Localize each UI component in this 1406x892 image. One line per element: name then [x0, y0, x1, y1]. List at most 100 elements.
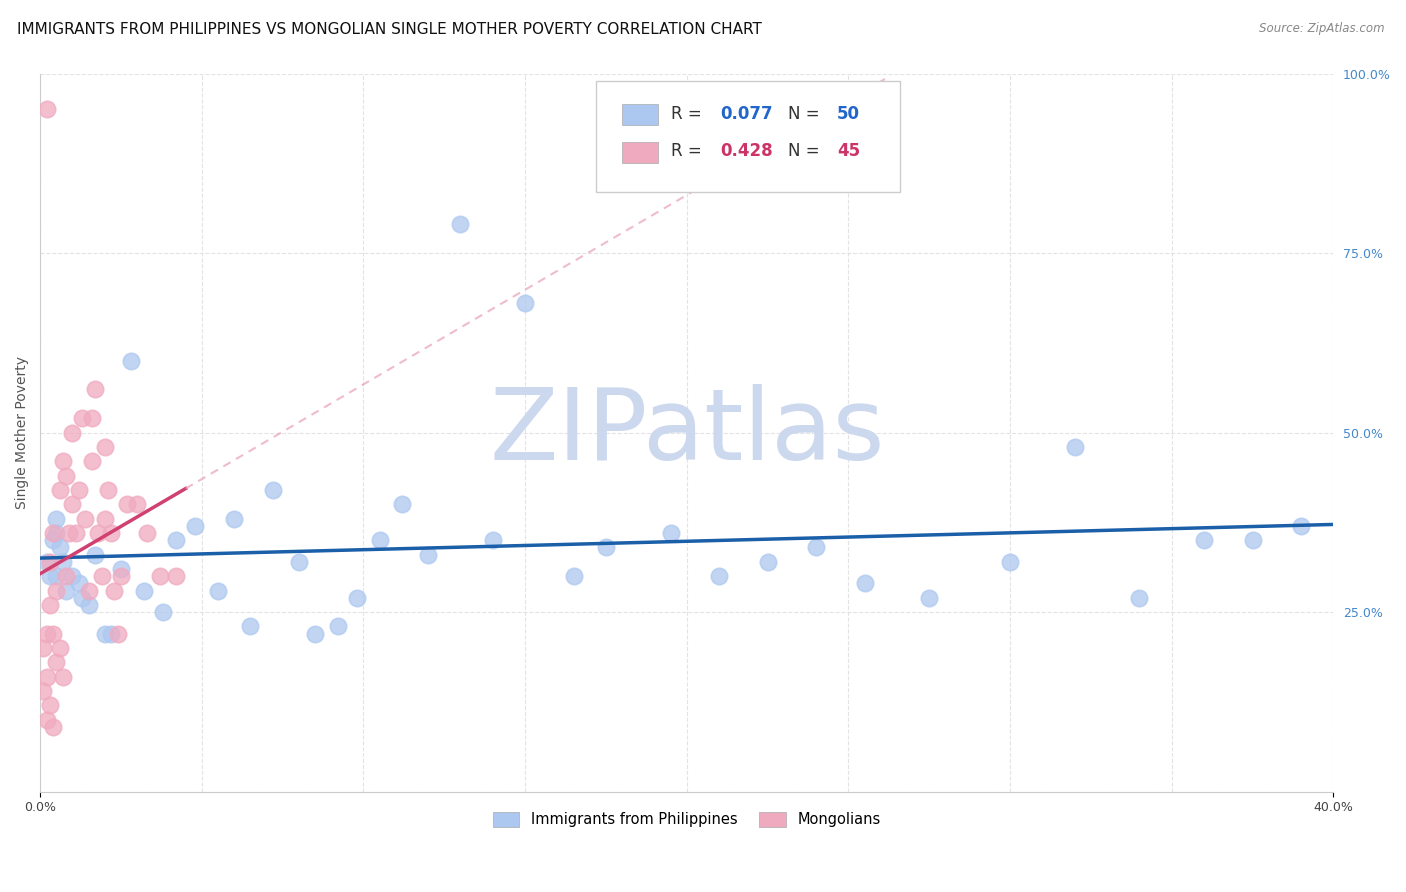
Point	[224, 512, 246, 526]
Point	[481, 533, 503, 548]
Point	[55, 583, 77, 598]
Point	[94, 626, 117, 640]
Point	[326, 619, 349, 633]
Point	[84, 383, 107, 397]
Point	[45, 512, 67, 526]
Point	[346, 591, 368, 605]
Point	[48, 483, 70, 497]
Point	[52, 454, 75, 468]
Point	[45, 656, 67, 670]
Point	[152, 605, 174, 619]
Point	[70, 591, 93, 605]
Point	[107, 626, 129, 640]
Point	[368, 533, 391, 548]
Point	[165, 569, 187, 583]
Point	[103, 583, 125, 598]
Text: R =: R =	[671, 104, 707, 123]
Point	[100, 626, 122, 640]
Point	[77, 598, 100, 612]
Point	[38, 698, 60, 713]
Point	[84, 548, 107, 562]
Text: 50: 50	[837, 104, 860, 123]
Point	[562, 569, 585, 583]
Point	[38, 569, 60, 583]
Text: Source: ZipAtlas.com: Source: ZipAtlas.com	[1260, 22, 1385, 36]
Point	[42, 720, 65, 734]
Point	[42, 626, 65, 640]
Point	[110, 569, 132, 583]
FancyBboxPatch shape	[621, 142, 658, 163]
Point	[391, 497, 413, 511]
Point	[110, 562, 132, 576]
Point	[239, 619, 262, 633]
Point	[38, 598, 60, 612]
Point	[304, 626, 326, 640]
Point	[804, 541, 827, 555]
Point	[184, 519, 207, 533]
Point	[45, 583, 67, 598]
Point	[132, 583, 155, 598]
Point	[62, 497, 84, 511]
Point	[52, 670, 75, 684]
Text: N =: N =	[787, 142, 824, 160]
Text: R =: R =	[671, 142, 707, 160]
Point	[42, 526, 65, 541]
Point	[94, 512, 117, 526]
Text: ZIPatlas: ZIPatlas	[489, 384, 884, 481]
Point	[149, 569, 172, 583]
Point	[55, 468, 77, 483]
Point	[1128, 591, 1150, 605]
FancyBboxPatch shape	[621, 103, 658, 125]
Point	[62, 425, 84, 440]
Point	[32, 640, 55, 655]
Point	[48, 541, 70, 555]
Point	[707, 569, 730, 583]
Point	[90, 569, 112, 583]
Legend: Immigrants from Philippines, Mongolians: Immigrants from Philippines, Mongolians	[485, 805, 887, 835]
Point	[48, 640, 70, 655]
Point	[127, 497, 149, 511]
Point	[165, 533, 187, 548]
Text: 0.077: 0.077	[720, 104, 773, 123]
Point	[1063, 440, 1085, 454]
Point	[1192, 533, 1215, 548]
Point	[998, 555, 1021, 569]
Point	[38, 555, 60, 569]
Point	[262, 483, 284, 497]
Point	[58, 526, 80, 541]
Point	[87, 526, 110, 541]
FancyBboxPatch shape	[596, 80, 900, 192]
Point	[449, 217, 471, 231]
Point	[45, 569, 67, 583]
Point	[65, 526, 87, 541]
Point	[67, 576, 90, 591]
Text: IMMIGRANTS FROM PHILIPPINES VS MONGOLIAN SINGLE MOTHER POVERTY CORRELATION CHART: IMMIGRANTS FROM PHILIPPINES VS MONGOLIAN…	[17, 22, 762, 37]
Point	[287, 555, 309, 569]
Point	[70, 411, 93, 425]
Point	[45, 526, 67, 541]
Point	[62, 569, 84, 583]
Point	[32, 684, 55, 698]
Point	[75, 512, 97, 526]
Point	[35, 555, 58, 569]
Point	[35, 713, 58, 727]
Point	[35, 103, 58, 117]
Point	[120, 353, 142, 368]
Point	[416, 548, 439, 562]
Point	[756, 555, 779, 569]
Point	[513, 296, 536, 310]
Point	[55, 569, 77, 583]
Point	[207, 583, 229, 598]
Text: 45: 45	[837, 142, 860, 160]
Point	[42, 533, 65, 548]
Y-axis label: Single Mother Poverty: Single Mother Poverty	[15, 356, 30, 509]
Point	[97, 483, 120, 497]
Point	[117, 497, 139, 511]
Point	[100, 526, 122, 541]
Point	[77, 583, 100, 598]
Point	[94, 440, 117, 454]
Point	[853, 576, 876, 591]
Point	[80, 454, 103, 468]
Point	[52, 555, 75, 569]
Point	[35, 670, 58, 684]
